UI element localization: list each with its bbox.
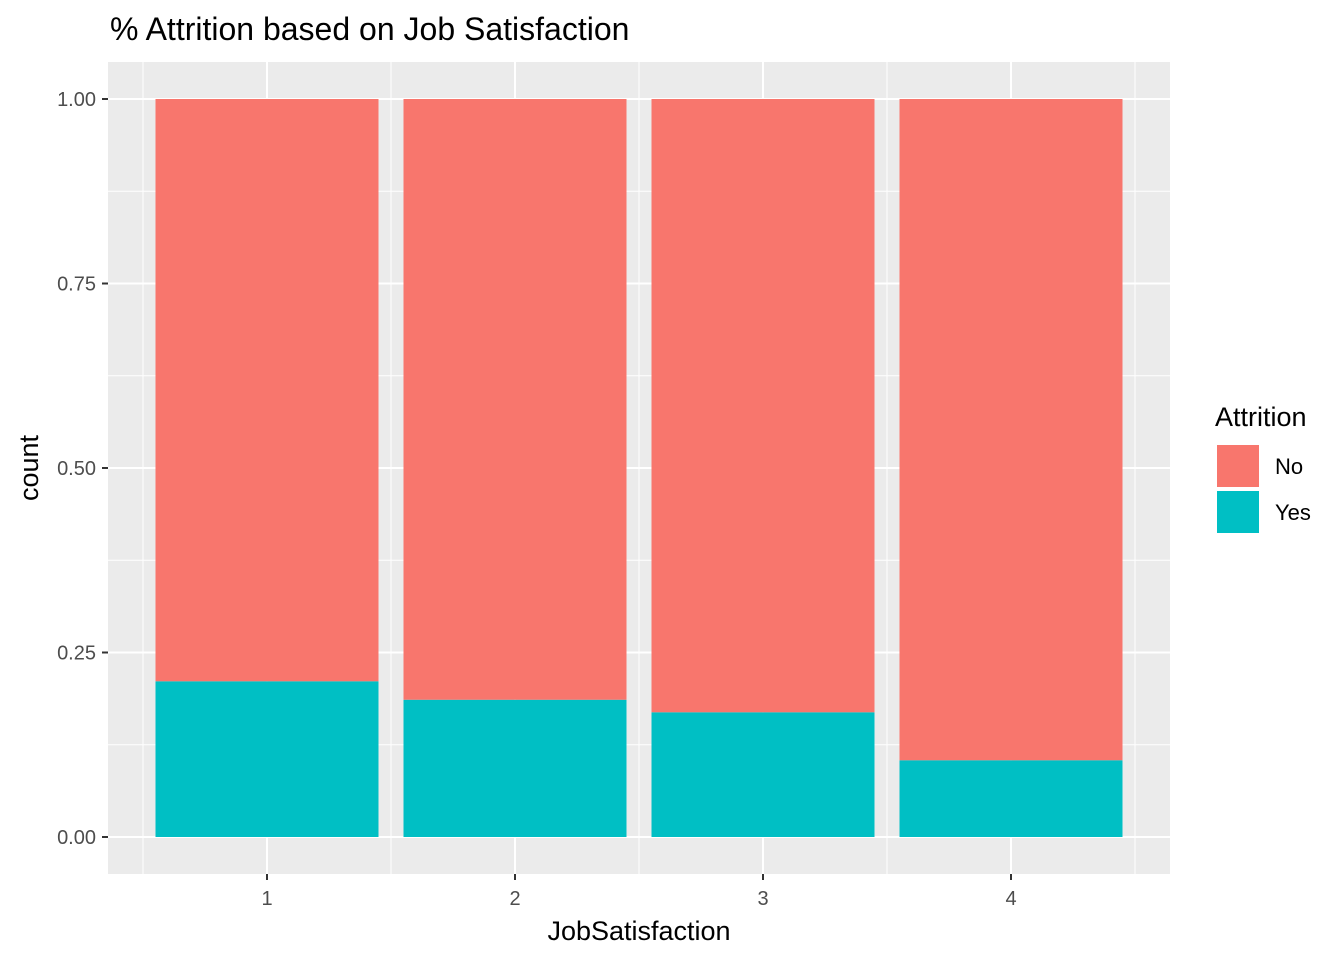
x-tick-label: 2 (509, 888, 520, 910)
legend: Attrition No Yes (1215, 402, 1311, 535)
y-tick-label: 1.00 (57, 89, 96, 111)
bar-no-1 (155, 99, 379, 682)
x-tick-label: 1 (261, 888, 272, 910)
bars (155, 99, 1123, 837)
bar-no-4 (899, 99, 1123, 761)
legend-key-yes (1215, 489, 1261, 535)
legend-label-no: No (1275, 454, 1303, 479)
x-tick-label: 4 (1005, 888, 1016, 910)
bar-yes-1 (155, 681, 379, 837)
y-tick-label: 0.00 (57, 827, 96, 849)
bar-yes-3 (651, 712, 875, 837)
y-tick-label: 0.50 (57, 458, 96, 480)
y-tick-label: 0.75 (57, 274, 96, 296)
bar-yes-2 (403, 699, 627, 837)
legend-title: Attrition (1215, 402, 1307, 432)
bar-yes-4 (899, 760, 1123, 837)
y-axis: 0.00 0.25 0.50 0.75 1.00 (57, 89, 108, 849)
legend-label-yes: Yes (1275, 500, 1311, 525)
bar-no-3 (651, 99, 875, 713)
bar-no-2 (403, 99, 627, 700)
x-axis: 1 2 3 4 (261, 874, 1017, 910)
x-axis-title: JobSatisfaction (547, 916, 730, 946)
legend-key-no (1215, 443, 1261, 489)
y-axis-title: count (14, 434, 44, 501)
y-tick-label: 0.25 (57, 643, 96, 665)
chart-title: % Attrition based on Job Satisfaction (110, 11, 629, 47)
x-tick-label: 3 (757, 888, 768, 910)
